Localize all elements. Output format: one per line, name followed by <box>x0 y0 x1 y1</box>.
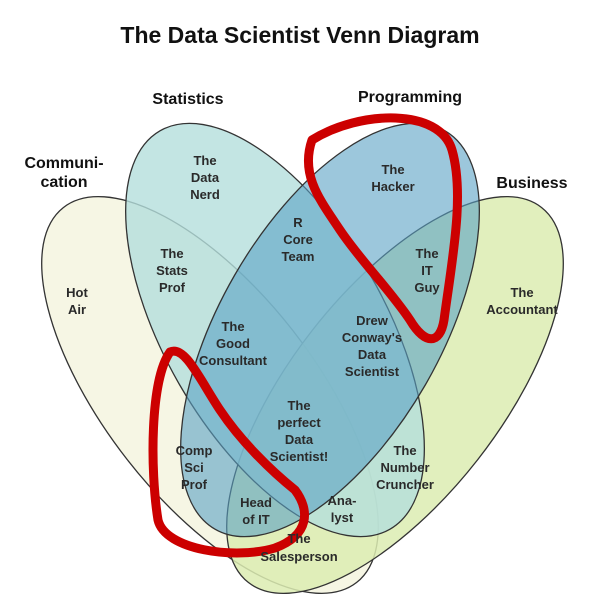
region-it-guy-line: The <box>415 246 438 261</box>
region-comp-sci-prof-line: Comp <box>176 443 213 458</box>
region-stats-prof-line: Prof <box>159 280 186 295</box>
region-it-guy-line: Guy <box>414 280 440 295</box>
region-number-cruncher-line: The <box>393 443 416 458</box>
region-salesperson-line: Salesperson <box>260 549 337 564</box>
region-drew-conway: Drew Conway's Data Scientist <box>342 313 402 379</box>
region-data-nerd-line: The <box>193 153 216 168</box>
region-it-guy-line: IT <box>421 263 433 278</box>
region-data-nerd-line: Data <box>191 170 220 185</box>
highlight-compsci-headofit <box>148 346 309 558</box>
region-stats-prof-line: Stats <box>156 263 188 278</box>
region-comp-sci-prof: Comp Sci Prof <box>176 443 213 492</box>
region-hot-air-line: Air <box>68 302 86 317</box>
region-analyst: Ana-lyst <box>328 493 357 525</box>
region-drew-conway-line: Scientist <box>345 364 400 379</box>
set-label-communication-line: cation <box>40 174 87 191</box>
region-number-cruncher-line: Cruncher <box>376 477 434 492</box>
region-hacker-line: The <box>381 162 404 177</box>
region-drew-conway-line: Data <box>358 347 387 362</box>
region-number-cruncher-line: Number <box>380 460 429 475</box>
region-r-core-team-line: R <box>293 215 303 230</box>
region-comp-sci-prof-line: Prof <box>181 477 208 492</box>
region-comp-sci-prof-line: Sci <box>184 460 204 475</box>
region-r-core-team-line: Core <box>283 232 313 247</box>
diagram-title: The Data Scientist Venn Diagram <box>120 22 480 48</box>
region-stats-prof: The Stats Prof <box>156 246 188 295</box>
region-data-nerd: The Data Nerd <box>190 153 220 202</box>
set-label-business: Business <box>496 175 567 192</box>
region-stats-prof-line: The <box>160 246 183 261</box>
region-drew-conway-line: Drew <box>356 313 389 328</box>
region-head-of-it: Head of IT <box>240 495 272 527</box>
region-hot-air-line: Hot <box>66 285 88 300</box>
region-perfect-scientist-line: The <box>287 398 310 413</box>
region-accountant: The Accountant <box>486 285 558 317</box>
region-salesperson: The Salesperson <box>260 531 337 564</box>
region-analyst-line: Ana- <box>328 493 357 508</box>
region-salesperson-line: The <box>287 531 310 546</box>
set-label-communication-line: Communi- <box>24 155 103 172</box>
set-label-statistics: Statistics <box>152 91 223 108</box>
region-perfect-scientist-line: Data <box>285 432 314 447</box>
region-hacker: The Hacker <box>371 162 414 194</box>
region-accountant-line: Accountant <box>486 302 558 317</box>
region-number-cruncher: The Number Cruncher <box>376 443 434 492</box>
region-good-consultant: The Good Consultant <box>199 319 268 368</box>
region-hacker-line: Hacker <box>371 179 414 194</box>
region-head-of-it-line: of IT <box>242 512 269 527</box>
region-perfect-scientist: The perfect Data Scientist! <box>270 398 329 464</box>
region-head-of-it-line: Head <box>240 495 272 510</box>
set-label-programming: Programming <box>358 89 462 106</box>
region-perfect-scientist-line: perfect <box>277 415 321 430</box>
region-good-consultant-line: The <box>221 319 244 334</box>
region-good-consultant-line: Consultant <box>199 353 268 368</box>
region-hot-air: Hot Air <box>66 285 88 317</box>
region-perfect-scientist-line: Scientist! <box>270 449 329 464</box>
highlight-hacker-itguy <box>303 113 462 344</box>
region-good-consultant-line: Good <box>216 336 250 351</box>
region-accountant-line: The <box>510 285 533 300</box>
region-r-core-team-line: Team <box>282 249 315 264</box>
region-r-core-team: R Core Team <box>282 215 315 264</box>
set-label-communication: Communi-cation <box>24 155 103 191</box>
region-drew-conway-line: Conway's <box>342 330 402 345</box>
region-analyst-line: lyst <box>331 510 354 525</box>
region-data-nerd-line: Nerd <box>190 187 220 202</box>
region-it-guy: The IT Guy <box>414 246 440 295</box>
